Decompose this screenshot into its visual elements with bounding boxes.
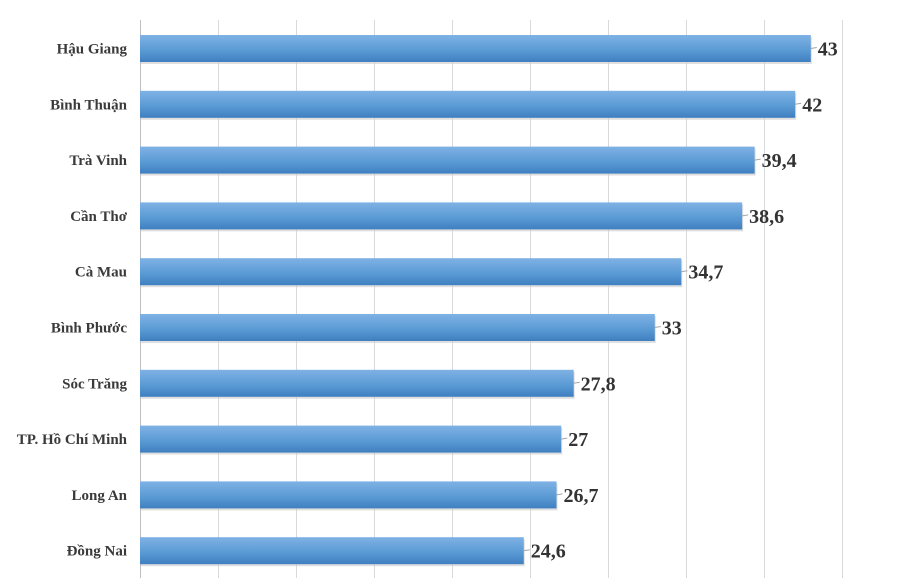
category-label: Bình Thuận xyxy=(50,97,128,113)
bar xyxy=(140,481,557,509)
category-label: TP. Hồ Chí Minh xyxy=(17,432,128,448)
bar xyxy=(140,202,743,230)
data-label: 43 xyxy=(818,39,838,61)
leader-line xyxy=(654,326,661,328)
bar xyxy=(140,90,796,118)
bar xyxy=(140,258,682,286)
category-label: Đồng Nai xyxy=(67,544,127,560)
category-label: Hậu Giang xyxy=(57,42,128,58)
bar xyxy=(140,35,811,62)
data-label: 33 xyxy=(662,318,682,340)
bar xyxy=(140,146,755,174)
data-label: 34,7 xyxy=(688,262,723,284)
category-label: Trà Vinh xyxy=(69,153,127,169)
data-label: 26,7 xyxy=(564,485,599,507)
bar xyxy=(140,537,524,565)
category-label: Cần Thơ xyxy=(70,209,128,225)
bar xyxy=(140,314,655,341)
leader-line xyxy=(523,549,530,552)
category-label: Sóc Trăng xyxy=(62,376,127,392)
bar xyxy=(140,369,574,397)
data-label: 27 xyxy=(568,429,588,451)
labels: Hậu Giang 43 Bình Thuận 42 Trà Vinh 39,4 Cần T… xyxy=(17,39,838,563)
category-label: Bình Phước xyxy=(51,321,127,337)
leader-line xyxy=(795,102,802,105)
leader-line xyxy=(754,158,761,161)
data-label: 27,8 xyxy=(581,373,616,395)
data-label: 42 xyxy=(802,94,822,116)
data-label: 39,4 xyxy=(762,150,797,172)
bar xyxy=(140,425,562,453)
data-label: 24,6 xyxy=(531,541,566,563)
data-label: 38,6 xyxy=(749,206,784,228)
bars xyxy=(140,35,812,567)
leader-line xyxy=(561,437,568,440)
category-label: Cà Mau xyxy=(75,265,127,281)
leader-line xyxy=(573,381,580,384)
category-label: Long An xyxy=(72,488,128,504)
leader-line xyxy=(681,270,688,273)
leader-line xyxy=(556,493,563,496)
leader-line xyxy=(742,214,749,217)
leader-line xyxy=(810,47,817,49)
